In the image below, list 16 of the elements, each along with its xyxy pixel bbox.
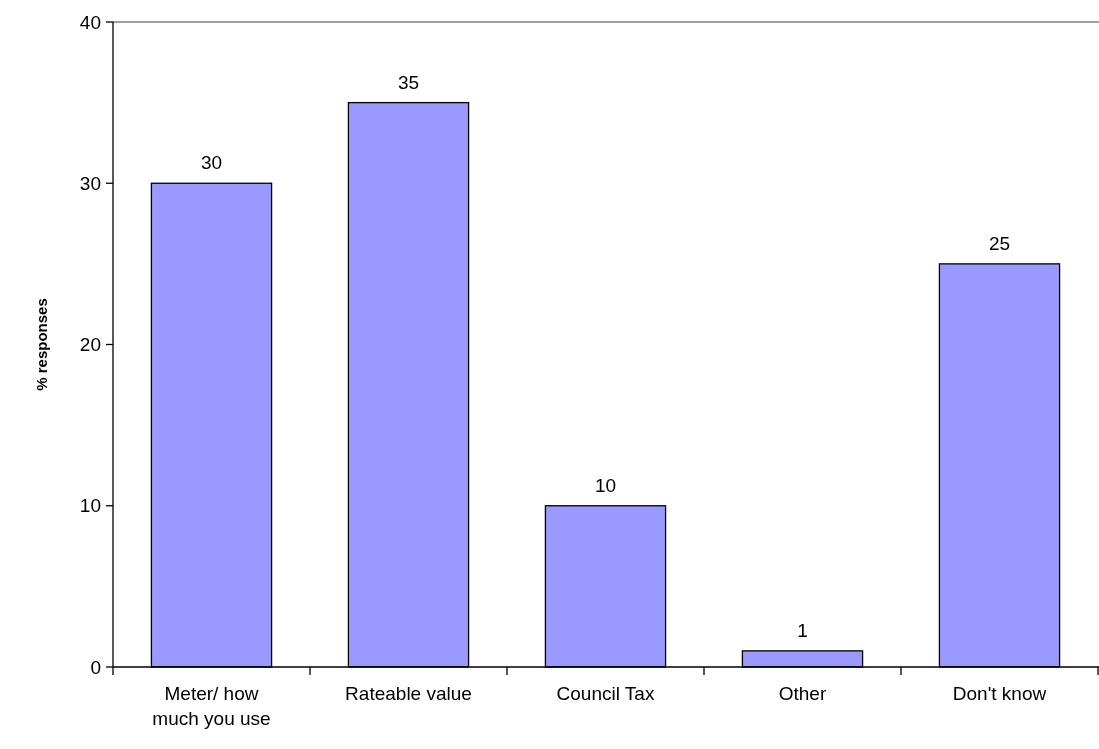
data-label: 30 [200, 152, 223, 174]
y-axis-title: % responses [33, 298, 50, 391]
data-label: 25 [988, 232, 1011, 254]
x-tick-label: Don't know [952, 683, 1047, 704]
data-label: 10 [594, 474, 617, 496]
y-tick-label: 40 [79, 11, 101, 33]
x-tick-label: Meter/ how much you use [152, 683, 271, 729]
y-tick-label: 0 [90, 656, 101, 678]
y-tick-label: 10 [79, 495, 101, 517]
x-tick-label: Council Tax [556, 683, 655, 704]
x-tick-label: Other [778, 683, 827, 704]
data-label: 35 [397, 71, 420, 93]
y-tick-label: 20 [79, 334, 101, 356]
x-tick-label: Rateable value [345, 683, 472, 704]
data-label: 1 [797, 619, 808, 641]
y-tick-label: 30 [79, 172, 101, 194]
